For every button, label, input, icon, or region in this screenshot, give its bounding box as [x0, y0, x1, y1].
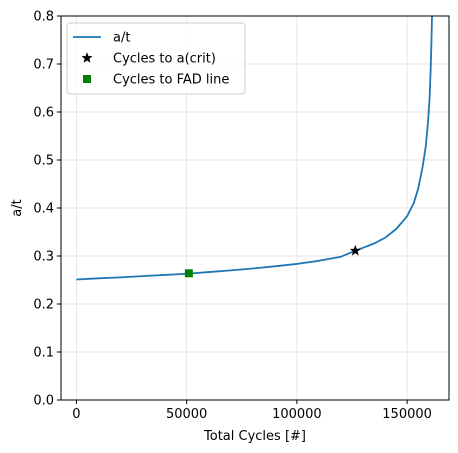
- x-tick-label: 50000: [166, 407, 207, 422]
- series-layer: [76, 16, 433, 281]
- grid-layer: [61, 15, 449, 401]
- legend-label: Cycles to FAD line: [113, 73, 229, 88]
- y-tick-label: 0.0: [33, 394, 54, 409]
- x-tick-label: 100000: [272, 407, 322, 422]
- y-tick-label: 0.4: [33, 202, 54, 217]
- ticks-layer: 0 50000 100000 150000 0.0 0.1 0.2 0.3 0.4 0.5 0.6 0…: [33, 10, 432, 423]
- data-point-star: [349, 244, 361, 256]
- y-tick-label: 0.5: [33, 154, 54, 169]
- y-tick-label: 0.7: [33, 58, 54, 73]
- legend-handle-square: [83, 75, 91, 83]
- y-axis-label: a/t: [10, 199, 25, 216]
- x-axis-label: Total Cycles [#]: [203, 429, 306, 444]
- legend-box: [66, 22, 246, 95]
- y-tick-label: 0.1: [33, 346, 54, 361]
- y-tick-label: 0.6: [33, 106, 54, 121]
- legend-items: a/t Cycles to a(crit) Cycles to FAD line: [73, 31, 229, 88]
- legend: a/t Cycles to a(crit) Cycles to FAD line: [66, 22, 246, 95]
- legend-label: Cycles to a(crit): [113, 52, 216, 67]
- legend-handle-star: [81, 52, 93, 63]
- y-tick-label: 0.2: [33, 298, 54, 313]
- x-tick-label: 0: [72, 407, 80, 422]
- y-tick-label: 0.8: [33, 10, 54, 25]
- legend-label: a/t: [113, 31, 130, 46]
- data-point-square: [184, 269, 193, 278]
- x-tick-label: 150000: [382, 407, 432, 422]
- series-line-at: [76, 16, 433, 281]
- y-tick-label: 0.3: [33, 250, 54, 265]
